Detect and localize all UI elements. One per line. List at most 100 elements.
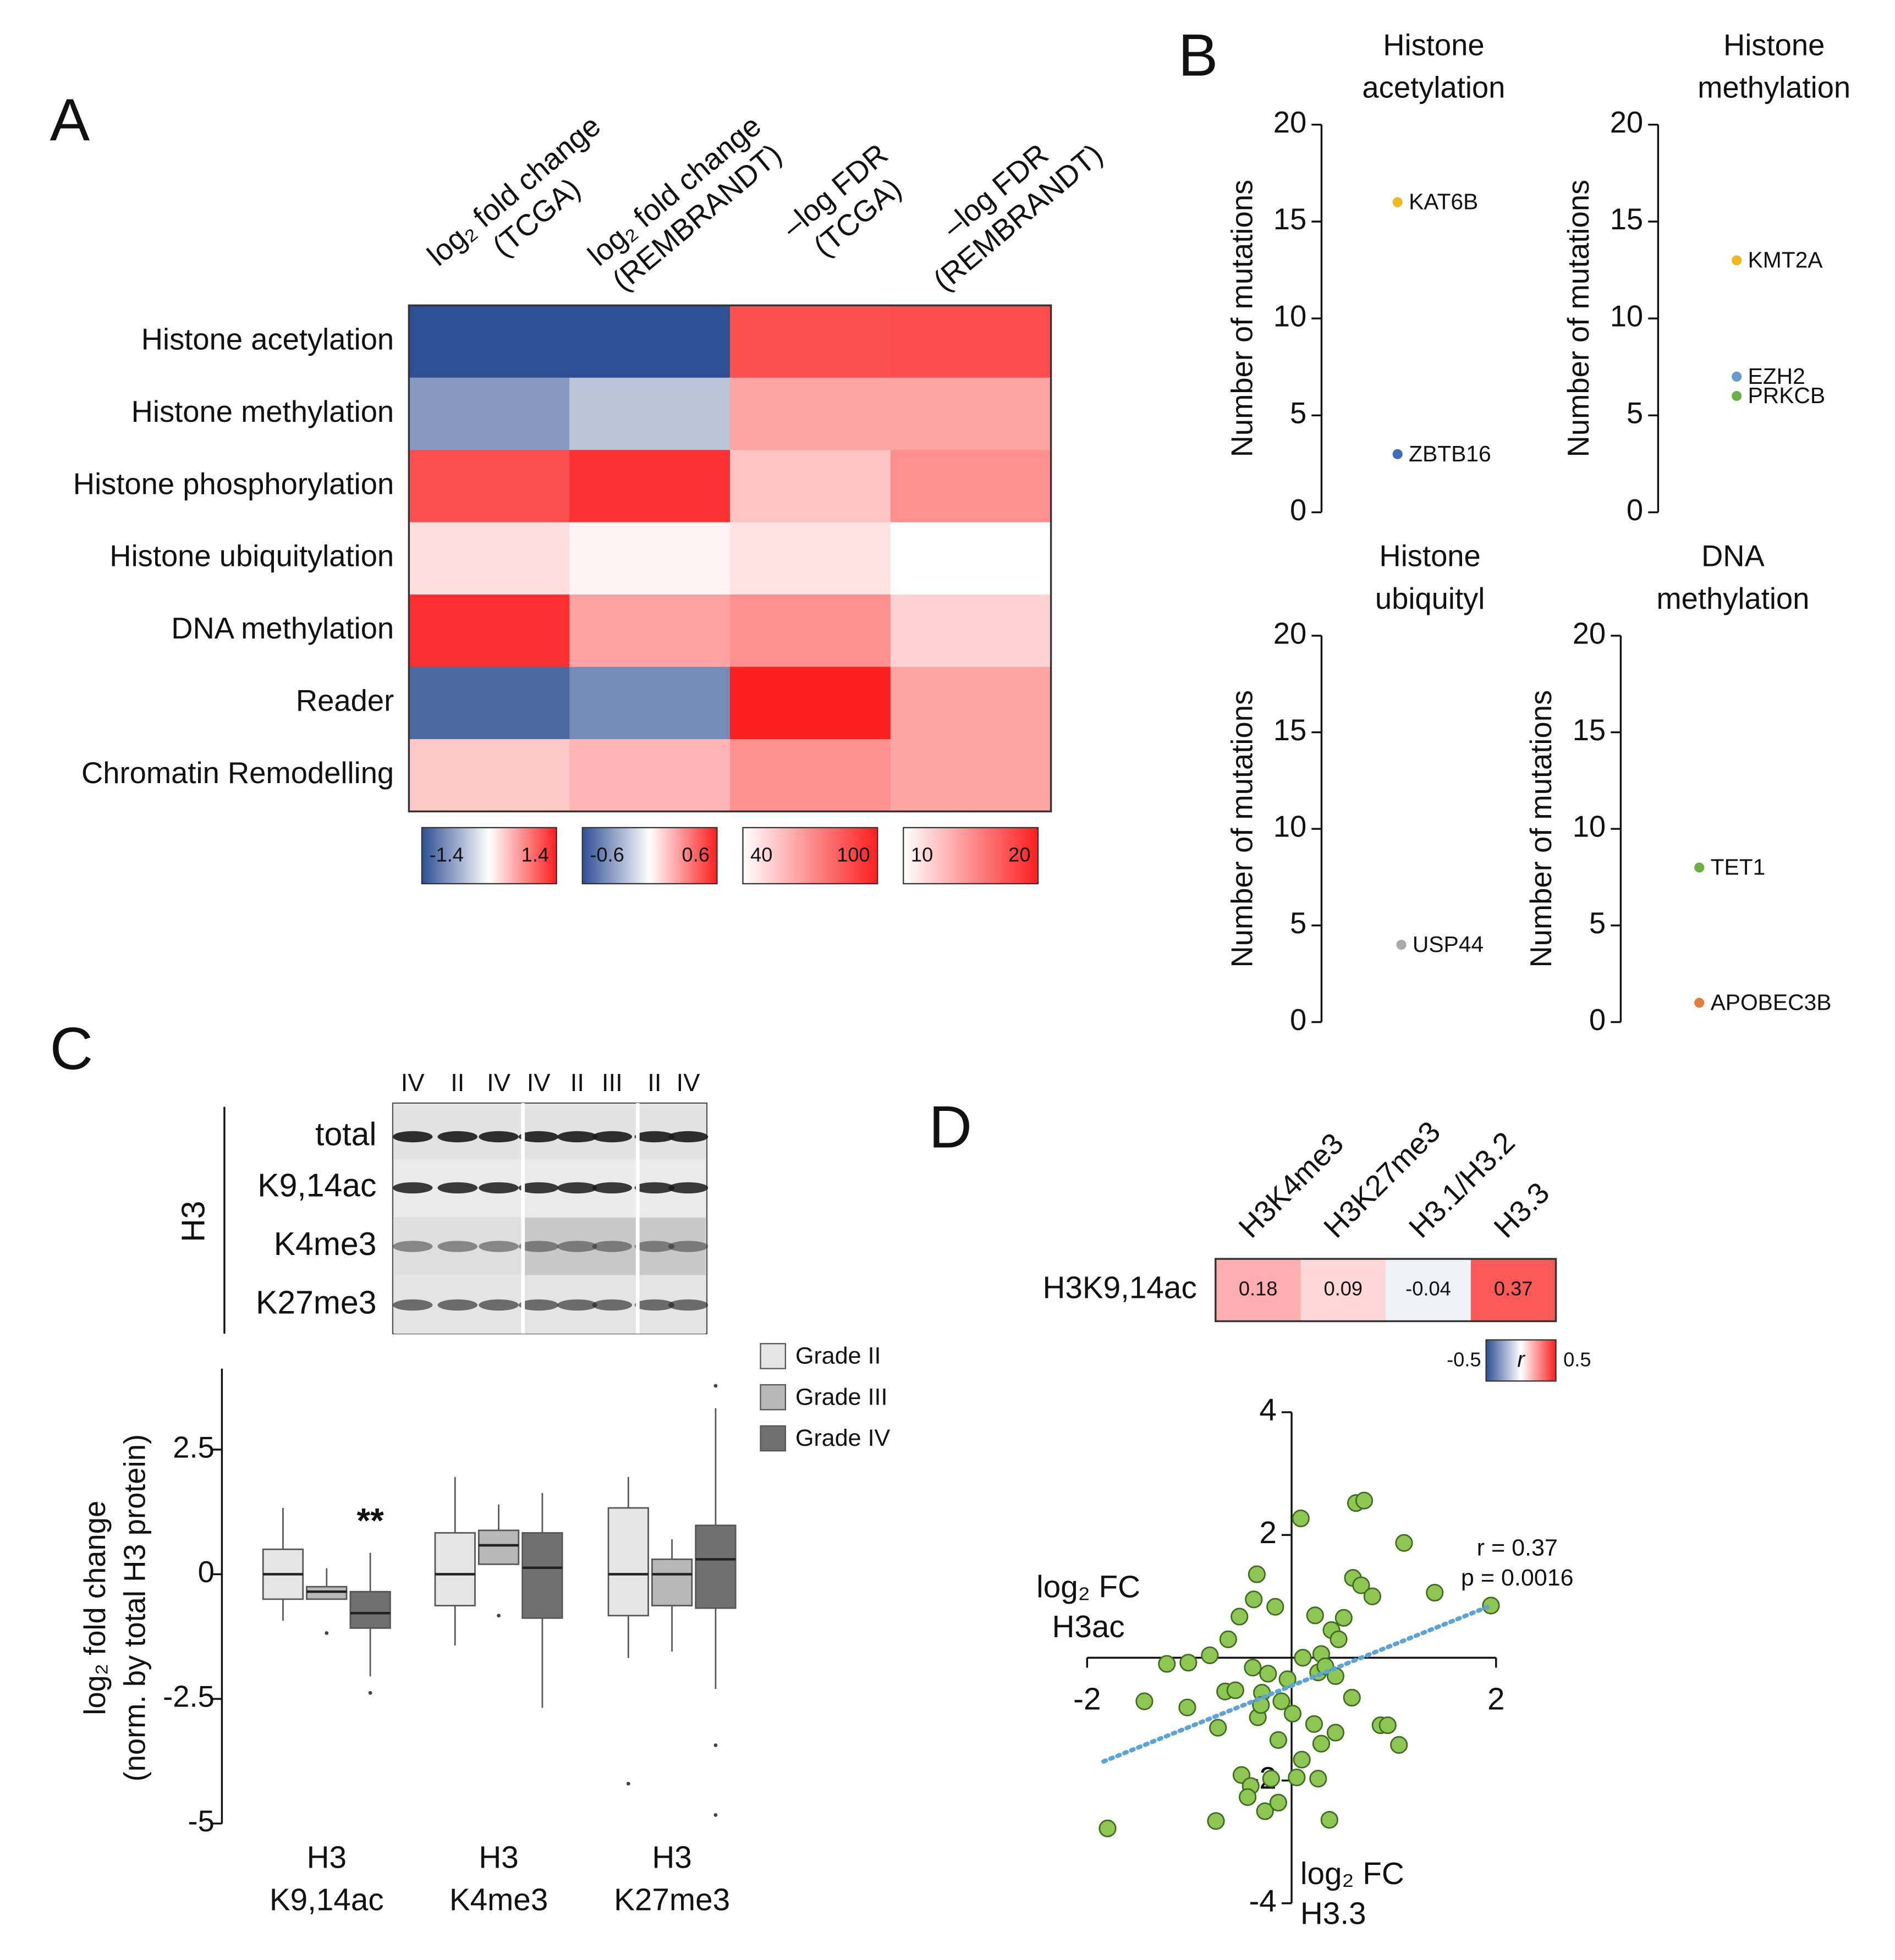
blot-strip — [523, 1218, 636, 1275]
y-tick-label: 2.5 — [173, 1430, 215, 1464]
point — [1390, 1736, 1408, 1754]
heatmap-cell — [569, 305, 731, 379]
legend-label: Grade II — [795, 1343, 881, 1369]
box — [349, 1590, 391, 1629]
x-tick-label: K27me3 — [614, 1883, 730, 1918]
heatmap-cell — [890, 450, 1052, 524]
box — [695, 1524, 737, 1609]
panel-label: B — [1178, 23, 1218, 89]
blot-band — [437, 1131, 478, 1143]
lane-label: IV — [677, 1069, 701, 1097]
heatmap-cell — [569, 450, 731, 524]
row-label: Histone phosphorylation — [73, 467, 394, 500]
row-label: H3K9,14ac — [1042, 1271, 1196, 1306]
y-tick-label: 15 — [1573, 713, 1606, 747]
lane-label: IV — [401, 1069, 425, 1097]
blot-strip — [638, 1218, 706, 1275]
y-tick-label: 0 — [198, 1555, 215, 1589]
colorbar-tick-label: 20 — [1008, 844, 1030, 866]
point — [1259, 1665, 1277, 1683]
blot-band — [592, 1299, 633, 1311]
blot-band — [668, 1299, 708, 1311]
point-label: KMT2A — [1748, 247, 1823, 272]
point — [1219, 1630, 1237, 1648]
row-label: Histone ubiquitylation — [109, 539, 394, 573]
panel-label: C — [50, 1016, 94, 1082]
column-label: –log FDR(TCGA) — [776, 137, 908, 263]
point — [1272, 1692, 1290, 1710]
blot-band — [518, 1131, 559, 1143]
panel-label: D — [929, 1094, 973, 1161]
blot-band — [518, 1182, 559, 1194]
point — [1326, 1724, 1345, 1742]
blot-band — [592, 1131, 633, 1143]
colorbar-tick-label: -0.5 — [1447, 1348, 1481, 1371]
heatmap-cell — [730, 450, 892, 524]
blot-row-label: K4me3 — [274, 1226, 377, 1262]
row-label: Reader — [296, 684, 394, 718]
point — [1256, 1802, 1274, 1820]
colorbar-tick-label: 100 — [837, 844, 870, 866]
heatmap-cell — [409, 594, 570, 668]
blot-band — [557, 1182, 597, 1194]
point — [1363, 1587, 1381, 1605]
heatmap-cell — [730, 739, 892, 812]
heatmap-cell — [1215, 1259, 1301, 1322]
outlier — [368, 1691, 372, 1695]
point — [1395, 1534, 1413, 1552]
lane-label: II — [647, 1069, 661, 1097]
x-tick-label: 2 — [1487, 1682, 1505, 1717]
point — [1178, 1698, 1196, 1716]
point — [1732, 390, 1742, 401]
y-tick-label: 10 — [1273, 810, 1306, 844]
blot-band — [634, 1299, 675, 1311]
x-tick-label: H3 — [479, 1841, 518, 1875]
heatmap-cell — [890, 522, 1052, 596]
cell-label: 0.09 — [1324, 1277, 1363, 1300]
blot-row-label: K9,14ac — [257, 1168, 376, 1203]
y-axis-label: Number of mutations — [1225, 690, 1259, 968]
lane-label: IV — [487, 1069, 511, 1097]
y-tick-label: 0 — [1589, 1003, 1606, 1037]
heatmap-cell — [569, 522, 731, 596]
blot-band — [392, 1131, 433, 1143]
point — [1292, 1509, 1310, 1528]
colorbar — [421, 827, 557, 885]
x-axis-label: log₂ FC — [1036, 1570, 1140, 1605]
blot-strip — [394, 1218, 521, 1275]
point — [1694, 862, 1705, 873]
point — [1239, 1788, 1257, 1806]
cell-label: 0.37 — [1494, 1277, 1533, 1300]
heatmap-cell — [890, 667, 1052, 740]
plot-title: acetylation — [1362, 71, 1505, 104]
colorbar-tick-label: 0.5 — [1563, 1348, 1591, 1371]
point — [1294, 1649, 1312, 1667]
point — [1306, 1606, 1324, 1625]
outlier — [713, 1384, 718, 1388]
fit-line — [1101, 1603, 1493, 1764]
point — [1732, 371, 1742, 382]
blot-separator — [521, 1103, 525, 1334]
blot-band — [392, 1182, 433, 1194]
blot-band — [668, 1131, 708, 1143]
blot-band — [668, 1182, 708, 1194]
legend-swatch — [760, 1384, 786, 1411]
point-label: PRKCB — [1748, 383, 1826, 408]
point — [1201, 1646, 1219, 1665]
plot-title: ubiquityl — [1375, 582, 1485, 615]
point — [1352, 1576, 1370, 1594]
heatmap-cell — [569, 377, 731, 451]
plot-title: Histone — [1723, 29, 1825, 62]
colorbar-tick-label: 40 — [750, 844, 772, 866]
x-tick-label: H3 — [652, 1841, 691, 1875]
y-tick-label: -2.5 — [163, 1680, 215, 1714]
column-label: log₂ fold change(REMBRANDT) — [581, 109, 788, 298]
point — [1312, 1735, 1331, 1753]
blot-band — [392, 1299, 433, 1311]
blot-band — [634, 1241, 675, 1252]
point-label: ZBTB16 — [1409, 441, 1491, 466]
heatmap-cell — [890, 305, 1052, 379]
box — [521, 1532, 563, 1619]
x-tick-label: K4me3 — [449, 1883, 548, 1918]
y-tick-label: 2 — [1259, 1516, 1277, 1550]
